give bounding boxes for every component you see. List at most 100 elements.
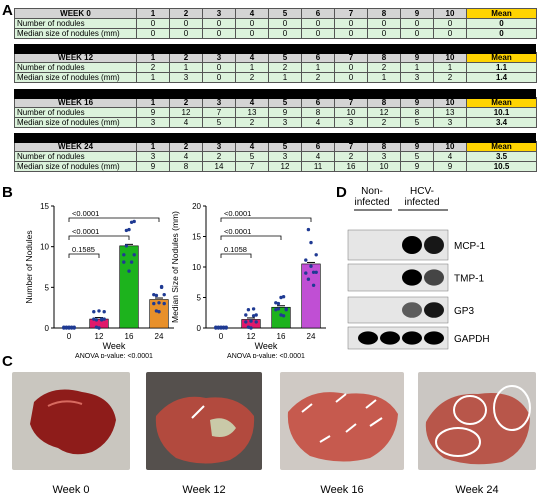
- table-cell: 7: [235, 161, 269, 172]
- week-table: WEEK 0 1 2 3 4 5 6 7 8 9 10 Mean Number of nodules 0 0…: [14, 8, 537, 39]
- data-point: [251, 314, 256, 318]
- table-cell: 5: [202, 117, 236, 128]
- column-header: 7: [334, 8, 368, 19]
- data-point: [314, 270, 318, 274]
- table-cell: 16: [334, 161, 368, 172]
- panel-label-a: A: [2, 2, 13, 19]
- table-cell: 13: [235, 107, 269, 118]
- blot-band: [402, 269, 422, 286]
- column-header: 8: [367, 52, 401, 63]
- data-point: [214, 325, 218, 329]
- column-header: 3: [202, 8, 236, 19]
- data-point: [129, 220, 134, 224]
- table-cell: 1: [367, 72, 401, 83]
- data-point: [159, 284, 164, 289]
- table-cell: 3: [136, 151, 170, 162]
- data-point: [154, 293, 159, 298]
- photo-caption-week12: Week 12: [182, 484, 226, 496]
- data-point: [122, 253, 126, 257]
- data-point: [276, 307, 281, 311]
- table-cell: 0: [334, 28, 368, 39]
- table-cell: 0: [301, 18, 335, 29]
- mean-header: Mean: [466, 97, 537, 108]
- table-cell: 10: [367, 161, 401, 172]
- data-point: [124, 244, 129, 248]
- data-point: [132, 253, 136, 257]
- table-cell: 11: [301, 161, 335, 172]
- blot-band: [424, 331, 444, 345]
- table-cell: 2: [268, 62, 302, 73]
- data-point: [97, 326, 101, 330]
- column-header: 10: [433, 141, 467, 152]
- table-cell: 2: [235, 72, 269, 83]
- data-point: [94, 318, 99, 322]
- photo-caption-week24: Week 24: [455, 484, 499, 496]
- data-point: [132, 219, 136, 224]
- table-cell: 0: [169, 18, 203, 29]
- column-header: 6: [301, 141, 335, 152]
- column-header: 8: [367, 97, 401, 108]
- table-cell: 9: [136, 107, 170, 118]
- table-cell: 0: [202, 62, 236, 73]
- band-label: TMP-1: [454, 274, 484, 285]
- blot-group-noninfected: infected: [354, 197, 389, 208]
- data-point: [122, 260, 126, 264]
- data-point: [314, 253, 318, 257]
- table-cell: 2: [301, 72, 335, 83]
- table-cell: 0: [433, 28, 467, 39]
- table-cell: 0: [202, 18, 236, 29]
- row-label: Median size of nodules (mm): [14, 72, 137, 83]
- column-header: 6: [301, 8, 335, 19]
- liver-photo-week16: [280, 372, 404, 470]
- table-cell: 4: [301, 151, 335, 162]
- column-header: 6: [301, 52, 335, 63]
- week-title: WEEK 16: [14, 97, 137, 108]
- panel-label-b: B: [2, 184, 13, 201]
- table-cell: 3: [334, 117, 368, 128]
- column-header: 10: [433, 52, 467, 63]
- data-point: [249, 326, 253, 330]
- anova-note: ANOVA p-value: <0.0001: [75, 353, 153, 358]
- data-point: [216, 325, 221, 329]
- column-header: 4: [235, 97, 269, 108]
- column-header: 2: [169, 52, 203, 63]
- table-cell: 1: [169, 62, 203, 73]
- anova-note: ANOVA p-value: <0.0001: [227, 353, 305, 358]
- x-tick-label: 24: [155, 332, 164, 341]
- data-point: [311, 270, 316, 274]
- y-tick-label: 5: [197, 294, 202, 303]
- table-cell: 0: [136, 28, 170, 39]
- data-point: [249, 319, 253, 323]
- table-cell: 4: [169, 117, 203, 128]
- data-point: [281, 295, 286, 299]
- data-point: [102, 310, 106, 314]
- column-header: 6: [301, 97, 335, 108]
- column-header: 7: [334, 52, 368, 63]
- week-title: WEEK 12: [14, 52, 137, 63]
- column-header: 4: [235, 141, 269, 152]
- data-point: [244, 320, 248, 324]
- comparison-bracket: [68, 235, 130, 240]
- mean-cell: 3.4: [466, 117, 537, 128]
- week-table: WEEK 24 1 2 3 4 5 6 7 8 9 10 Mean Number of nodules 3…: [14, 141, 537, 172]
- x-tick-label: 12: [95, 332, 104, 341]
- blot-band: [424, 269, 444, 286]
- row-label: Median size of nodules (mm): [14, 161, 137, 172]
- data-point: [219, 325, 223, 329]
- table-cell: 2: [367, 62, 401, 73]
- column-header: 2: [169, 141, 203, 152]
- data-point: [309, 264, 313, 268]
- comparison-bracket: [220, 253, 252, 258]
- column-header: 3: [202, 97, 236, 108]
- table-cell: 14: [202, 161, 236, 172]
- table-cell: 2: [202, 151, 236, 162]
- table-cell: 0: [268, 28, 302, 39]
- p-value-label: 0.1058: [224, 245, 247, 254]
- table-cell: 0: [235, 18, 269, 29]
- column-header: 5: [268, 141, 302, 152]
- table-cell: 5: [235, 151, 269, 162]
- data-point: [69, 325, 74, 329]
- x-tick-label: 16: [277, 332, 286, 341]
- data-point: [246, 308, 251, 312]
- table-cell: 4: [301, 117, 335, 128]
